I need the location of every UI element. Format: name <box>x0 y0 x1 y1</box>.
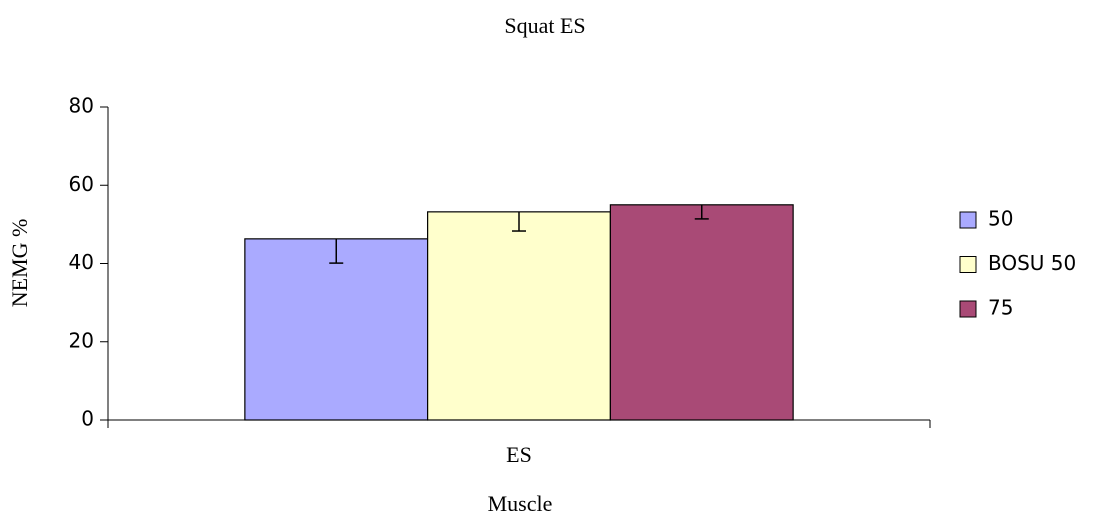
bar <box>427 211 611 421</box>
error-bar <box>512 211 526 232</box>
y-axis-label: NEMG % <box>7 219 32 308</box>
error-bar <box>694 204 709 220</box>
error-bar <box>329 238 344 264</box>
y-tick-label: 80 <box>69 94 94 118</box>
chart-title: Squat ES <box>504 13 585 38</box>
legend-label: 75 <box>988 296 1013 320</box>
x-axis-label: Muscle <box>488 491 553 516</box>
y-tick-label: 0 <box>81 407 94 431</box>
y-tick-label: 40 <box>69 250 94 274</box>
legend-swatch <box>959 300 977 318</box>
legend-swatch <box>959 256 977 273</box>
legend-swatch <box>959 211 977 229</box>
legend-label: BOSU 50 <box>988 251 1076 275</box>
bar <box>244 238 429 421</box>
legend-label: 50 <box>988 207 1013 231</box>
y-tick-label: 60 <box>69 172 94 196</box>
y-tick-label: 20 <box>69 328 94 352</box>
bar <box>609 204 794 421</box>
x-tick-label: ES <box>506 442 532 467</box>
